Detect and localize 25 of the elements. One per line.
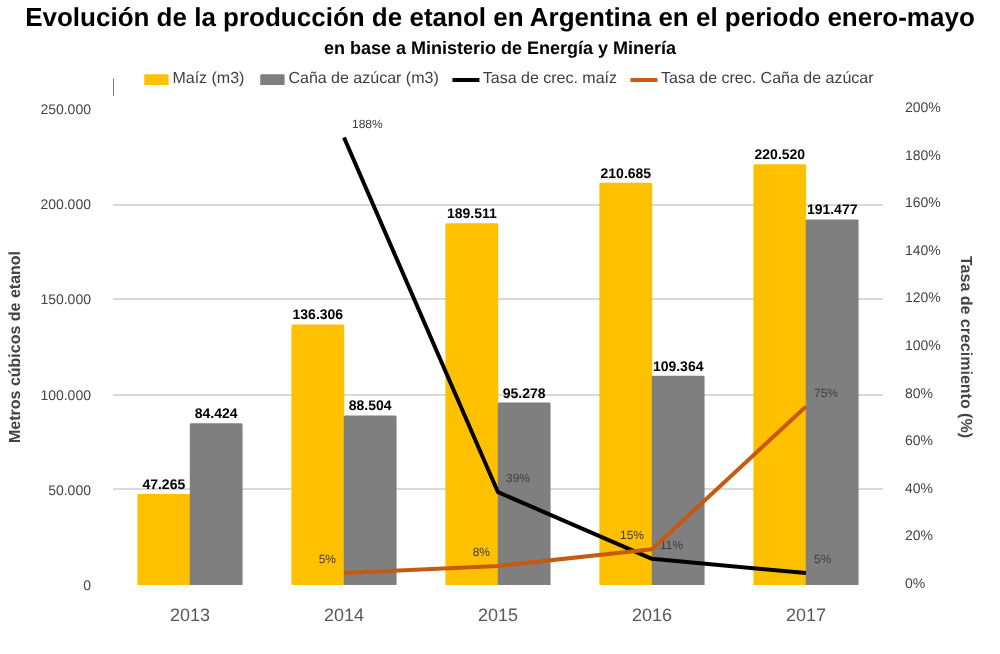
x-tick-label: 2015 bbox=[477, 605, 519, 625]
x-tick-label: 2013 bbox=[169, 605, 211, 625]
bar bbox=[343, 415, 397, 585]
line-series bbox=[342, 135, 808, 576]
legend-label: Tasa de crec. Caña de azúcar bbox=[661, 69, 874, 87]
legend-label: Maíz (m3) bbox=[172, 69, 245, 87]
x-tick-label: 2014 bbox=[323, 605, 365, 625]
bar bbox=[651, 375, 705, 585]
bar bbox=[805, 219, 859, 585]
line-series bbox=[342, 404, 808, 576]
bar bbox=[445, 223, 499, 585]
bar bbox=[599, 182, 653, 585]
bar bbox=[497, 402, 551, 585]
x-tick-label: 2016 bbox=[631, 605, 673, 625]
bar bbox=[291, 324, 345, 585]
chart-subtitle: en base a Ministerio de Energía y Minería bbox=[323, 36, 677, 62]
bar bbox=[753, 164, 807, 585]
y2-axis-title: Tasa de crecimiento (%) bbox=[956, 256, 975, 439]
x-tick-label: 2017 bbox=[785, 605, 827, 625]
legend-label: Tasa de crec. maíz bbox=[482, 69, 618, 87]
bar bbox=[137, 494, 191, 585]
bar bbox=[189, 423, 243, 585]
y-axis-title: Metros cúbicos de etanol bbox=[6, 250, 25, 444]
legend-label: Caña de azúcar (m3) bbox=[288, 69, 439, 87]
chart-title: Evolución de la producción de etanol en Argentina en el periodo enero-mayo bbox=[25, 0, 975, 36]
